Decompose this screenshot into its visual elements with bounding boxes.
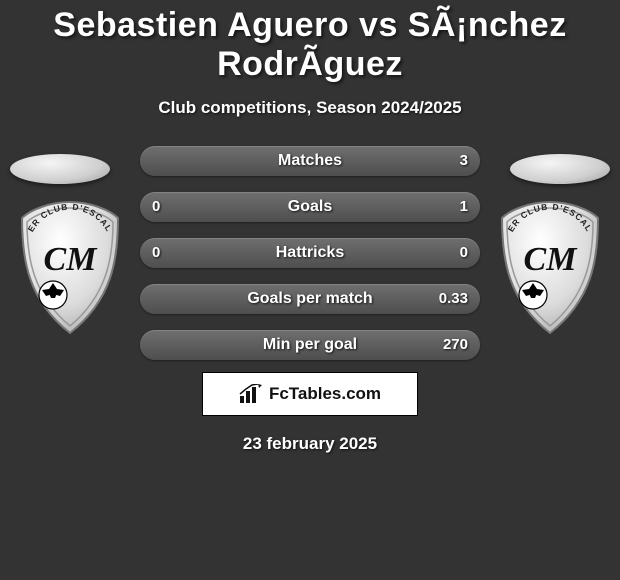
- shield-icon: ER CLUB D'ESCAL CM: [500, 200, 600, 335]
- club-badge-left: ER CLUB D'ESCAL CM: [20, 200, 120, 335]
- stat-value-right: 270: [443, 330, 468, 360]
- stat-value-right: 0: [460, 238, 468, 268]
- bar-chart-icon: [239, 384, 263, 404]
- brand-label: FcTables.com: [269, 384, 381, 404]
- stat-row: Min per goal 270: [140, 330, 480, 360]
- stat-label: Goals: [140, 192, 480, 222]
- stat-label: Min per goal: [140, 330, 480, 360]
- stat-value-right: 1: [460, 192, 468, 222]
- stat-label: Goals per match: [140, 284, 480, 314]
- svg-text:CM: CM: [524, 241, 579, 278]
- stat-row: Matches 3: [140, 146, 480, 176]
- svg-text:CM: CM: [44, 241, 99, 278]
- stat-row: Goals per match 0.33: [140, 284, 480, 314]
- shield-icon: ER CLUB D'ESCAL CM: [20, 200, 120, 335]
- stat-value-right: 3: [460, 146, 468, 176]
- stats-rows: Matches 3 0 Goals 1 0 Hattricks 0 Goals …: [140, 146, 480, 376]
- stat-row: 0 Hattricks 0: [140, 238, 480, 268]
- date-text: 23 february 2025: [0, 434, 620, 454]
- stat-label: Matches: [140, 146, 480, 176]
- club-badge-right: ER CLUB D'ESCAL CM: [500, 200, 600, 335]
- player-head-right: [510, 154, 610, 184]
- player-head-left: [10, 154, 110, 184]
- comparison-card: Sebastien Aguero vs SÃ¡nchez RodrÃ­guez …: [0, 0, 620, 454]
- page-title: Sebastien Aguero vs SÃ¡nchez RodrÃ­guez: [0, 0, 620, 84]
- stat-row: 0 Goals 1: [140, 192, 480, 222]
- stat-value-right: 0.33: [439, 284, 468, 314]
- brand-box[interactable]: FcTables.com: [202, 372, 418, 416]
- stat-label: Hattricks: [140, 238, 480, 268]
- stats-stage: ER CLUB D'ESCAL CM: [0, 138, 620, 368]
- subtitle: Club competitions, Season 2024/2025: [0, 98, 620, 118]
